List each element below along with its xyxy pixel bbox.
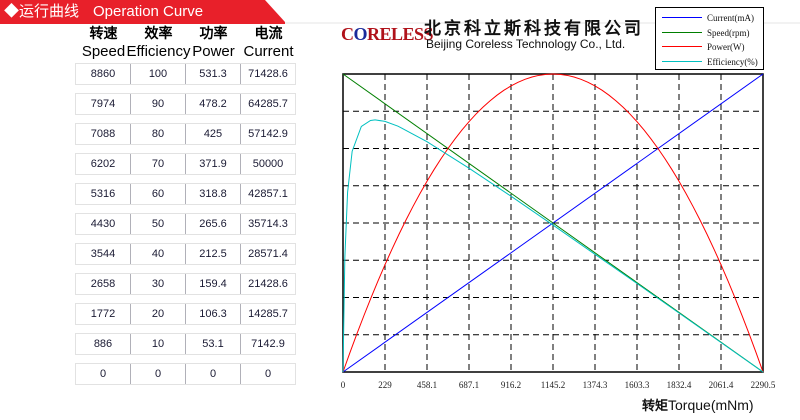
- series-line-power-w: [342, 73, 764, 373]
- table-row: 8860 100 531.3 71428.6: [75, 63, 296, 85]
- table-cell: 371.9: [186, 154, 241, 174]
- table-cell: 30: [131, 274, 186, 294]
- table-cell: 531.3: [186, 64, 241, 84]
- banner-title-cn: ◆运行曲线: [4, 3, 80, 20]
- table-cell: 265.6: [186, 214, 241, 234]
- legend-label: Efficiency(%): [707, 56, 758, 67]
- table-cell: 71428.6: [248, 68, 288, 80]
- x-tick-label: 916.2: [501, 380, 521, 390]
- table-cell: 100: [131, 64, 186, 84]
- table-cell: 7142.9: [251, 338, 285, 350]
- table-row: 6202 70 371.9 50000: [75, 153, 296, 175]
- table-cell: 4430: [76, 214, 131, 234]
- table-cell: 40: [131, 244, 186, 264]
- table-cell: 3544: [76, 244, 131, 264]
- banner-title-en: Operation Curve: [93, 3, 204, 20]
- x-tick-label: 1374.3: [583, 380, 608, 390]
- table-cell: 14285.7: [248, 308, 288, 320]
- table-cell: 7974: [76, 94, 131, 114]
- legend-swatch: [662, 17, 702, 18]
- column-header: 电流 Current: [243, 26, 294, 60]
- table-cell: 80: [131, 124, 186, 144]
- table-cell: 478.2: [186, 94, 241, 114]
- table-cell: 35714.3: [248, 218, 288, 230]
- table-row: 7974 90 478.2 64285.7: [75, 93, 296, 115]
- table-cell: 159.4: [186, 274, 241, 294]
- company-name-cn: 北京科立斯科技有限公司: [424, 19, 644, 39]
- table-row: 5316 60 318.8 42857.1: [75, 183, 296, 205]
- table-row: 2658 30 159.4 21428.6: [75, 273, 296, 295]
- company-name-en: Beijing Coreless Technology Co., Ltd.: [426, 37, 626, 51]
- table-cell: 106.3: [186, 304, 241, 324]
- legend-swatch: [662, 31, 702, 33]
- table-cell: 20: [131, 304, 186, 324]
- legend-item: Efficiency(%): [662, 55, 762, 69]
- table-cell: 8860: [76, 64, 131, 84]
- table-cell: 57142.9: [248, 128, 288, 140]
- table-cell: 0: [76, 364, 131, 384]
- x-tick-label: 2061.4: [709, 380, 734, 390]
- legend-label: Power(W): [707, 42, 745, 52]
- section-banner: ◆运行曲线 Operation Curve: [0, 0, 800, 24]
- table-row: 1772 20 106.3 14285.7: [75, 303, 296, 325]
- x-tick-label: 1145.2: [541, 380, 565, 390]
- legend-swatch: [662, 46, 702, 47]
- column-header: 效率 Efficiency: [126, 26, 191, 60]
- x-tick-label: 687.1: [459, 380, 479, 390]
- table-cell: 42857.1: [248, 188, 288, 200]
- table-row: 7088 80 425 57142.9: [75, 123, 296, 145]
- x-tick-label: 2290.5: [751, 380, 776, 390]
- table-cell: 28571.4: [248, 248, 288, 260]
- table-cell: 50000: [252, 158, 284, 170]
- table-cell: 10: [131, 334, 186, 354]
- x-axis-label: 转矩Torque(mNm): [642, 397, 754, 414]
- table-cell: 2658: [76, 274, 131, 294]
- table-cell: 21428.6: [248, 278, 288, 290]
- table-cell: 212.5: [186, 244, 241, 264]
- table-cell: 70: [131, 154, 186, 174]
- table-cell: 318.8: [186, 184, 241, 204]
- x-tick-label: 458.1: [417, 380, 437, 390]
- x-tick-label: 1603.3: [625, 380, 650, 390]
- legend-item: Power(W): [662, 40, 762, 54]
- table-cell: 886: [76, 334, 131, 354]
- table-cell: 7088: [76, 124, 131, 144]
- table-cell: 425: [186, 124, 241, 144]
- table-cell: 0: [186, 364, 241, 384]
- table-row: 3544 40 212.5 28571.4: [75, 243, 296, 265]
- column-header: 转速 Speed: [81, 26, 126, 60]
- x-tick-label: 1832.4: [667, 380, 692, 390]
- table-cell: 0: [131, 364, 186, 384]
- legend-item: Current(mA): [662, 11, 762, 25]
- table-cell: 64285.7: [248, 98, 288, 110]
- x-tick-label: 0: [341, 380, 346, 390]
- table-cell: 1772: [76, 304, 131, 324]
- table-row: 886 10 53.1 7142.9: [75, 333, 296, 355]
- legend-swatch: [662, 60, 702, 62]
- series-line-efficiency: [342, 119, 764, 373]
- table-cell: 0: [264, 368, 272, 380]
- table-row: 4430 50 265.6 35714.3: [75, 213, 296, 235]
- table-cell: 60: [131, 184, 186, 204]
- coreless-logo: CORELESS: [341, 24, 434, 44]
- chart-legend: Current(mA) Speed(rpm) Power(W) Efficiency(…: [655, 7, 764, 70]
- table-cell: 90: [131, 94, 186, 114]
- table-cell: 5316: [76, 184, 131, 204]
- table-cell: 53.1: [186, 334, 241, 354]
- column-header: 功率 Power: [192, 26, 235, 60]
- table-cell: 50: [131, 214, 186, 234]
- x-tick-label: 229: [378, 380, 392, 390]
- legend-label: Speed(rpm): [707, 27, 750, 38]
- legend-item: Speed(rpm): [662, 26, 762, 40]
- legend-label: Current(mA): [707, 13, 754, 23]
- table-cell: 6202: [76, 154, 131, 174]
